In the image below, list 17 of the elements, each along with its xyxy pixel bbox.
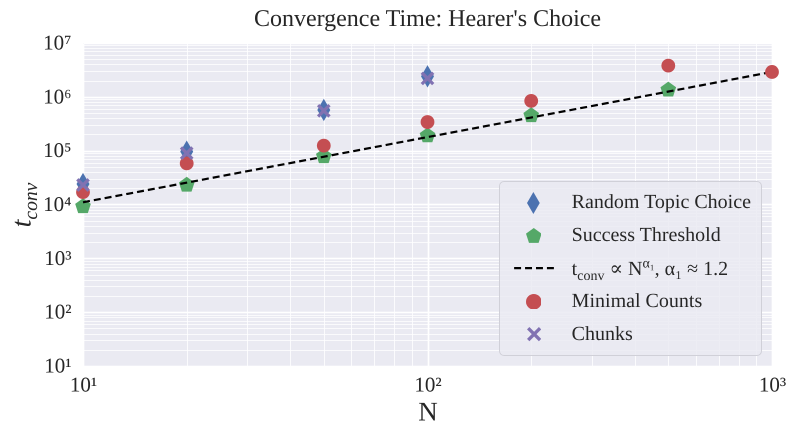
x-tick-label: 10² — [414, 372, 442, 396]
legend-label: Success Threshold — [572, 224, 721, 247]
legend-label: Chunks — [572, 323, 633, 346]
x-tick-label: 10¹ — [70, 372, 98, 396]
x-axis-title: N — [418, 396, 438, 426]
y-tick-label: 10⁶ — [43, 84, 72, 108]
legend-label: Minimal Counts — [572, 290, 702, 313]
y-tick-label: 10³ — [44, 246, 72, 270]
y-tick-label: 10⁴ — [43, 192, 72, 216]
y-tick-label: 10⁵ — [43, 138, 72, 162]
chart-title: Convergence Time: Hearer's Choice — [254, 6, 602, 32]
y-tick-label: 10¹ — [44, 354, 72, 378]
legend-label: t$_{conv}$ ∝ N$^{α₁}$, α₁ ≈ 1.2 — [572, 256, 728, 284]
x-tick-label: 10³ — [758, 372, 786, 396]
y-tick-label: 10⁷ — [43, 30, 72, 54]
y-tick-label: 10² — [44, 300, 72, 324]
legend-label: Random Topic Choice — [572, 191, 751, 214]
